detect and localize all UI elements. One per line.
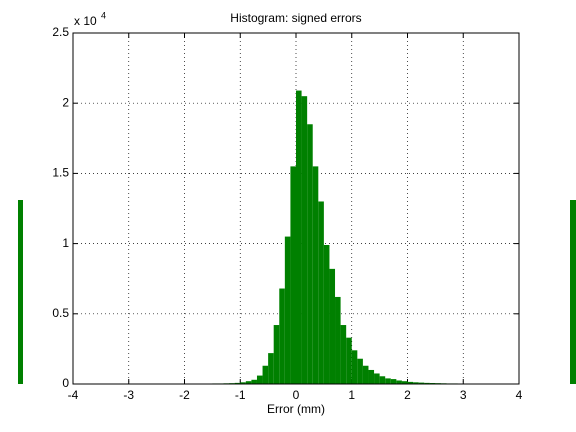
y-tick-label: 2.5 bbox=[52, 25, 69, 39]
histogram-bar bbox=[379, 376, 386, 384]
x-tick-label: 0 bbox=[293, 388, 300, 402]
chart-title: Histogram: signed errors bbox=[230, 11, 361, 25]
histogram-bar bbox=[262, 365, 269, 384]
histogram-bar bbox=[284, 236, 291, 384]
histogram-bar bbox=[424, 382, 430, 384]
histogram-bar bbox=[290, 166, 296, 384]
x-tick-label: 1 bbox=[348, 388, 355, 402]
histogram-bar bbox=[251, 379, 257, 384]
histogram-bar bbox=[374, 373, 380, 384]
x-tick-label: 3 bbox=[460, 388, 467, 402]
x-tick-label: 4 bbox=[516, 388, 523, 402]
histogram-bar bbox=[385, 378, 391, 384]
histogram-bar bbox=[390, 379, 397, 384]
histogram-bar bbox=[268, 353, 274, 384]
histogram-bar bbox=[240, 382, 246, 384]
histogram-bar bbox=[346, 337, 352, 384]
histogram-bar bbox=[413, 382, 419, 384]
side-bar bbox=[18, 200, 23, 384]
histogram-bar bbox=[401, 381, 408, 384]
histogram-bar bbox=[279, 288, 285, 384]
x-tick-label: -2 bbox=[179, 388, 190, 402]
histogram-bar bbox=[273, 325, 280, 384]
histogram-bar bbox=[351, 350, 358, 384]
y-scale-exponent: 4 bbox=[101, 10, 106, 20]
x-tick-label: 2 bbox=[404, 388, 411, 402]
histogram-bar bbox=[307, 124, 313, 384]
histogram-bar bbox=[340, 325, 347, 384]
y-tick-label: 1 bbox=[62, 236, 69, 250]
histogram-bar bbox=[312, 166, 319, 384]
histogram-bar bbox=[256, 375, 263, 384]
y-scale-base: x 10 bbox=[74, 14, 97, 28]
axes-box bbox=[72, 32, 520, 385]
histogram-bar bbox=[362, 365, 369, 384]
histogram-bar bbox=[335, 296, 341, 384]
histogram-bar bbox=[368, 369, 375, 384]
histogram-bar bbox=[407, 381, 414, 384]
histogram-bar bbox=[234, 382, 241, 384]
histogram-bar bbox=[329, 268, 336, 384]
side-bar bbox=[570, 200, 576, 384]
plot-area: -4 -3 -2 -1 0 1 2 3 4 0 0.5 1 1.5 2 2.5 bbox=[52, 25, 522, 402]
histogram-bar bbox=[396, 380, 402, 384]
histogram-bar bbox=[301, 96, 308, 385]
histogram-bar bbox=[318, 201, 324, 384]
x-tick-label: -1 bbox=[235, 388, 246, 402]
histogram-bar bbox=[296, 90, 302, 385]
x-axis-label: Error (mm) bbox=[267, 402, 325, 416]
histogram-bar bbox=[323, 245, 330, 384]
y-tick-label: 1.5 bbox=[52, 166, 69, 180]
x-tick-label: -4 bbox=[68, 388, 79, 402]
y-tick-label: 2 bbox=[62, 95, 69, 109]
histogram-bar bbox=[245, 381, 252, 384]
y-tick-label: 0 bbox=[62, 376, 69, 390]
x-tick-label: -3 bbox=[123, 388, 134, 402]
y-tick-label: 0.5 bbox=[52, 306, 69, 320]
histogram-bar bbox=[357, 358, 363, 384]
histogram-bar bbox=[418, 382, 425, 384]
